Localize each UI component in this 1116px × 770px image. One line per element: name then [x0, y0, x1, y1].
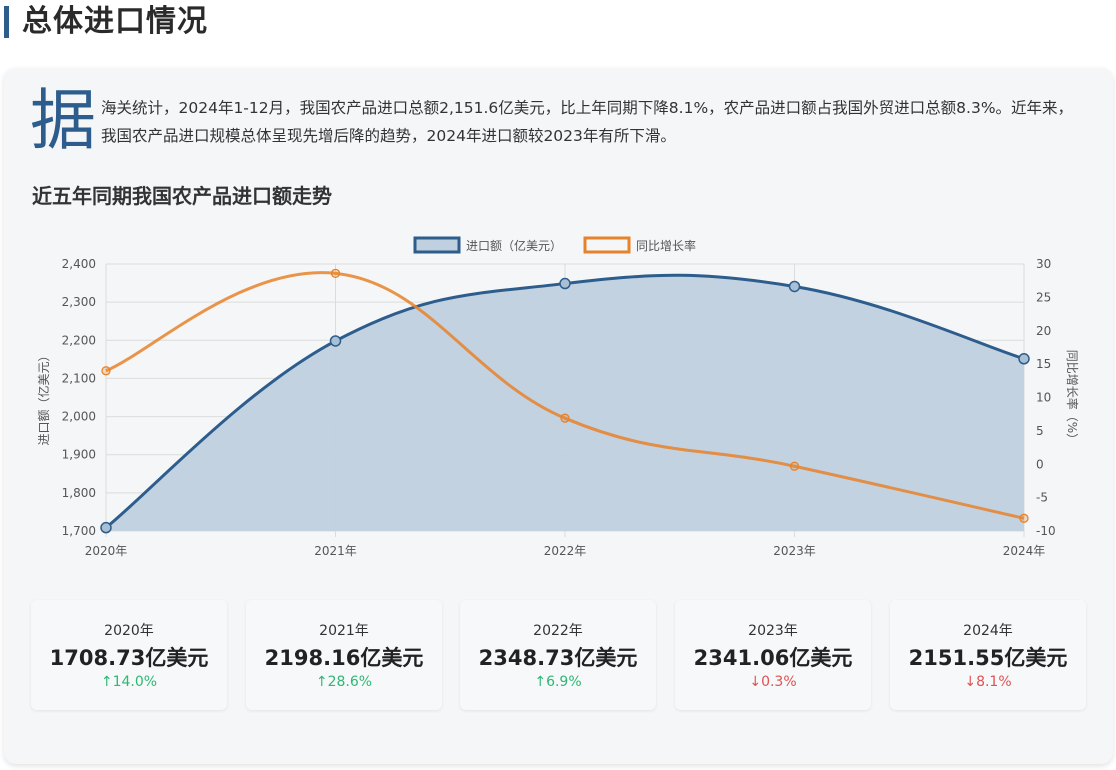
y-tick-label: 2,400	[62, 257, 96, 271]
stat-year: 2020年	[104, 623, 154, 639]
import-point	[788, 280, 801, 293]
stat-change: ↑28.6%	[315, 674, 373, 690]
y-axis-title: 进口额（亿美元）	[36, 349, 51, 445]
y-tick-label: 1,900	[62, 448, 96, 462]
y-tick-label: 2,300	[62, 295, 96, 309]
y-tick-label: 2,000	[62, 410, 96, 424]
y2-tick-label: 30	[1036, 257, 1051, 271]
y-tick-label: 1,700	[62, 524, 96, 538]
intro-paragraph: 海关统计，2024年1-12月，我国农产品进口总额2,151.6亿美元，比上年同…	[101, 99, 1074, 145]
stat-change: ↑14.0%	[100, 674, 158, 690]
stat-year: 2022年	[533, 623, 583, 639]
stat-value: 2341.06亿美元	[693, 646, 853, 670]
y2-tick-label: 20	[1036, 324, 1051, 338]
legend-label-growth: 同比增长率	[636, 238, 696, 253]
x-tick-label: 2021年	[314, 544, 357, 558]
y-tick-label: 1,800	[62, 486, 96, 500]
growth-point	[1019, 513, 1029, 523]
x-tick-label: 2020年	[85, 544, 128, 558]
stat-card-2020: 2020年 1708.73亿美元 ↑14.0%	[31, 600, 227, 710]
y2-tick-label: 5	[1036, 424, 1044, 438]
stat-card-2021: 2021年 2198.16亿美元 ↑28.6%	[246, 600, 442, 710]
x-tick-label: 2024年	[1003, 544, 1046, 558]
section-title: 总体进口情况	[22, 4, 208, 39]
import-point	[329, 335, 342, 347]
y-tick-label: 2,100	[62, 371, 96, 385]
y2-tick-label: 0	[1036, 457, 1044, 471]
y2-tick-label: -5	[1036, 491, 1048, 505]
legend-swatch-growth	[583, 236, 631, 254]
series-growth-line	[105, 271, 1025, 520]
stat-value: 1708.73亿美元	[49, 646, 209, 670]
y2-tick-label: -10	[1036, 524, 1056, 538]
y-tick-label: 2,200	[62, 333, 96, 347]
growth-point	[330, 268, 341, 278]
chart-title: 近五年同期我国农产品进口额走势	[32, 184, 332, 208]
section-accent-bar	[4, 6, 9, 38]
stat-card-2024: 2024年 2151.55亿美元 ↓8.1%	[890, 600, 1086, 710]
growth-point	[560, 413, 570, 423]
stat-year: 2023年	[748, 623, 798, 639]
import-trend-chart: 2,400 2,300 2,200 2,100 2,000 1,900 1,800 1,700…	[36, 236, 1080, 558]
x-tick-label: 2022年	[544, 544, 587, 558]
stat-value: 2151.55亿美元	[908, 646, 1068, 670]
stat-card-2022: 2022年 2348.73亿美元 ↑6.9%	[460, 600, 656, 710]
section-header: 总体进口情况	[0, 0, 1116, 44]
stat-year: 2024年	[963, 623, 1013, 639]
stat-change: ↓8.1%	[964, 674, 1012, 690]
y2-tick-label: 15	[1036, 357, 1051, 371]
stat-change: ↑6.9%	[534, 674, 582, 690]
import-point	[559, 277, 571, 290]
growth-point	[789, 461, 800, 471]
y2-tick-label: 25	[1036, 290, 1051, 304]
y2-axis-title: 同比增长率（%）	[1065, 350, 1080, 445]
stat-card-2023: 2023年 2341.06亿美元 ↓0.3%	[675, 600, 871, 710]
import-point	[1018, 353, 1030, 365]
stat-change: ↓0.3%	[749, 674, 797, 690]
stat-value: 2348.73亿美元	[478, 646, 638, 670]
import-point	[100, 521, 112, 534]
legend-swatch-import	[413, 236, 461, 254]
stat-year: 2021年	[319, 623, 369, 639]
x-tick-label: 2023年	[773, 544, 816, 558]
y2-tick-label: 10	[1036, 391, 1051, 405]
intro-dropcap: 据	[30, 82, 96, 159]
growth-point	[101, 366, 111, 376]
stat-value: 2198.16亿美元	[264, 646, 424, 670]
legend-label-import: 进口额（亿美元）	[466, 238, 562, 253]
